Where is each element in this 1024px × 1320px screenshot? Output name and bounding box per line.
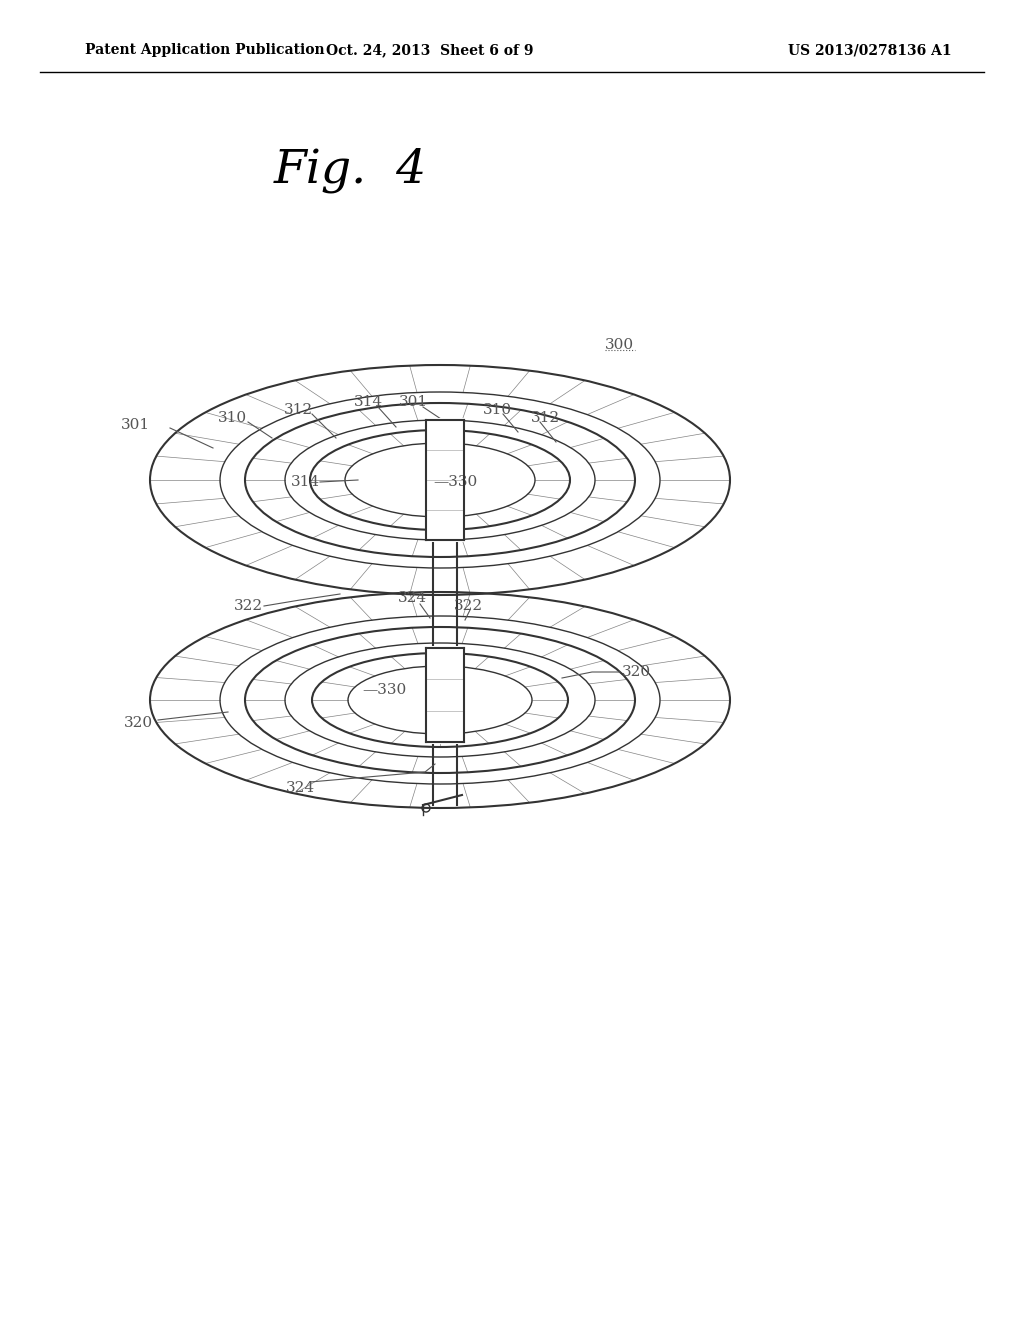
Text: —330: —330 bbox=[433, 475, 477, 488]
Text: Fig.  4: Fig. 4 bbox=[273, 148, 427, 193]
Bar bbox=[425, 645, 465, 744]
Text: Oct. 24, 2013  Sheet 6 of 9: Oct. 24, 2013 Sheet 6 of 9 bbox=[327, 44, 534, 57]
Text: 310: 310 bbox=[217, 411, 247, 425]
Text: 301: 301 bbox=[121, 418, 150, 432]
Text: 324: 324 bbox=[397, 591, 427, 605]
Text: 300: 300 bbox=[605, 338, 634, 352]
Text: 312: 312 bbox=[530, 411, 559, 425]
Text: Patent Application Publication: Patent Application Publication bbox=[85, 44, 325, 57]
Text: 314: 314 bbox=[353, 395, 383, 409]
Text: 322: 322 bbox=[454, 599, 482, 612]
Bar bbox=[425, 418, 465, 543]
Text: 322: 322 bbox=[233, 599, 262, 612]
Text: —330: —330 bbox=[362, 682, 407, 697]
Text: US 2013/0278136 A1: US 2013/0278136 A1 bbox=[788, 44, 952, 57]
Text: 320: 320 bbox=[124, 715, 153, 730]
Text: 312: 312 bbox=[284, 403, 312, 417]
Text: 320: 320 bbox=[622, 665, 651, 678]
Text: 301: 301 bbox=[398, 395, 428, 409]
Text: 324: 324 bbox=[286, 781, 314, 795]
Text: 310: 310 bbox=[482, 403, 512, 417]
Text: 314: 314 bbox=[291, 475, 319, 488]
